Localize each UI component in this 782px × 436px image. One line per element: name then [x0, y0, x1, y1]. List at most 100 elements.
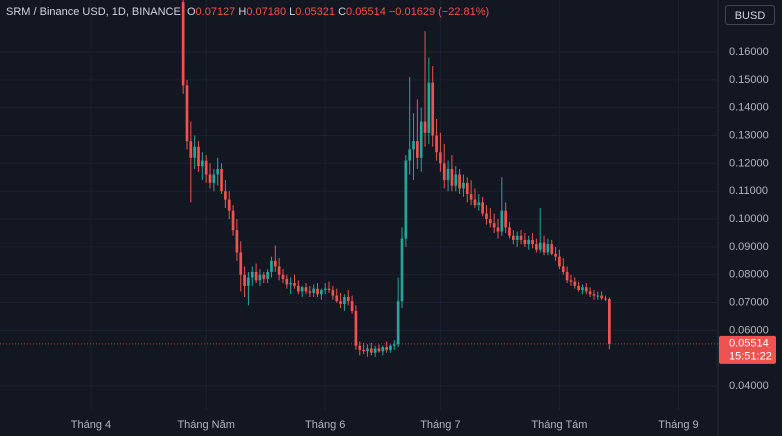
candle-body	[400, 238, 404, 302]
candle-body	[496, 227, 500, 232]
candle-body	[454, 174, 458, 186]
change: −0.01629 (−22.81%)	[388, 6, 490, 18]
candle-body	[523, 239, 527, 245]
high-key: H	[238, 6, 247, 18]
candle-body	[446, 168, 450, 181]
x-tick-label: Tháng 4	[71, 419, 111, 431]
close-key: C	[338, 6, 347, 18]
candle-body	[231, 210, 235, 231]
y-tick-label: 0.15000	[729, 74, 769, 86]
candle-body	[262, 274, 266, 279]
x-tick-label: Tháng Năm	[177, 419, 234, 431]
candle-body	[500, 210, 504, 232]
y-tick-label: 0.10000	[729, 213, 769, 225]
candle-body	[181, 1, 185, 86]
candle-body	[396, 301, 400, 345]
candle-body	[243, 274, 246, 286]
high-value: 0.07180	[246, 6, 287, 18]
candle-body	[527, 239, 531, 245]
candle-body	[201, 160, 204, 167]
candle-body	[381, 347, 385, 352]
candle-body	[492, 223, 496, 228]
candle-body	[366, 348, 369, 352]
candle-body	[343, 296, 346, 304]
candle-body	[385, 347, 388, 350]
candle-body	[377, 348, 381, 352]
y-tick-label: 0.07000	[729, 296, 769, 308]
candle-body	[266, 271, 269, 279]
candle-body	[584, 287, 588, 292]
candle-body	[369, 348, 373, 353]
candle-body	[596, 295, 600, 297]
candle-body	[308, 291, 312, 293]
y-tick-label: 0.06000	[729, 324, 769, 336]
candle-body	[481, 202, 484, 214]
y-tick-label: 0.12000	[729, 157, 769, 169]
candle-body	[442, 163, 446, 181]
x-tick-label: Tháng Tám	[531, 419, 587, 431]
y-tick-label: 0.09000	[729, 241, 769, 253]
candle-body	[531, 239, 534, 245]
open-key: O	[186, 6, 196, 18]
candle-body	[573, 281, 577, 286]
candle-body	[300, 287, 304, 292]
candle-body	[208, 174, 212, 183]
candle-body	[193, 146, 197, 158]
x-tick-label: Tháng 7	[420, 419, 460, 431]
candle-body	[604, 298, 607, 300]
candle-body	[408, 149, 412, 161]
candle-body	[435, 135, 438, 153]
candles	[181, 0, 611, 357]
currency-button[interactable]: BUSD	[725, 5, 775, 25]
candle-body	[416, 141, 419, 158]
candle-body	[350, 301, 354, 311]
candle-body	[535, 244, 538, 250]
candle-body	[458, 174, 461, 189]
candle-body	[504, 210, 508, 228]
candle-body	[204, 160, 208, 175]
candle-body	[488, 219, 492, 224]
y-tick-label: 0.14000	[729, 102, 769, 114]
candle-body	[220, 168, 223, 192]
candle-body	[293, 283, 296, 286]
candle-body	[254, 271, 258, 281]
candle-body	[450, 168, 454, 186]
candle-body	[224, 191, 227, 200]
y-tick-label: 0.08000	[729, 269, 769, 281]
candle-body	[477, 202, 481, 206]
candle-body	[316, 288, 319, 295]
candle-body	[239, 252, 243, 275]
legend: SRM / Binance USD, 1D, BINANCE O0.07127 …	[6, 6, 489, 18]
grid	[0, 0, 718, 410]
candle-body	[212, 174, 216, 183]
candle-body	[285, 278, 289, 285]
x-tick-label: Tháng 9	[658, 419, 698, 431]
candle-body	[185, 85, 189, 142]
candle-body	[465, 182, 469, 195]
candle-body	[592, 294, 596, 296]
candle-body	[296, 285, 300, 292]
y-tick-label: 0.11000	[729, 185, 768, 197]
candle-body	[197, 146, 200, 167]
candle-body	[558, 256, 561, 267]
candle-body	[561, 266, 565, 272]
candle-body	[339, 301, 342, 304]
candle-body	[600, 295, 604, 299]
price-tag-countdown: 15:51:22	[729, 350, 772, 362]
candle-body	[508, 227, 511, 236]
candle-body	[216, 168, 220, 175]
price-tag	[719, 335, 776, 364]
candle-body	[250, 271, 254, 278]
candle-body	[392, 344, 396, 346]
candle-body	[320, 290, 323, 295]
candle-body	[304, 287, 308, 292]
candle-body	[550, 244, 554, 254]
candle-body	[519, 235, 523, 240]
candle-body	[538, 242, 542, 250]
candle-body	[577, 285, 580, 291]
candle-body	[235, 230, 239, 253]
candle-body	[542, 242, 546, 253]
low-key: L	[289, 6, 296, 18]
candle-body	[423, 121, 427, 133]
